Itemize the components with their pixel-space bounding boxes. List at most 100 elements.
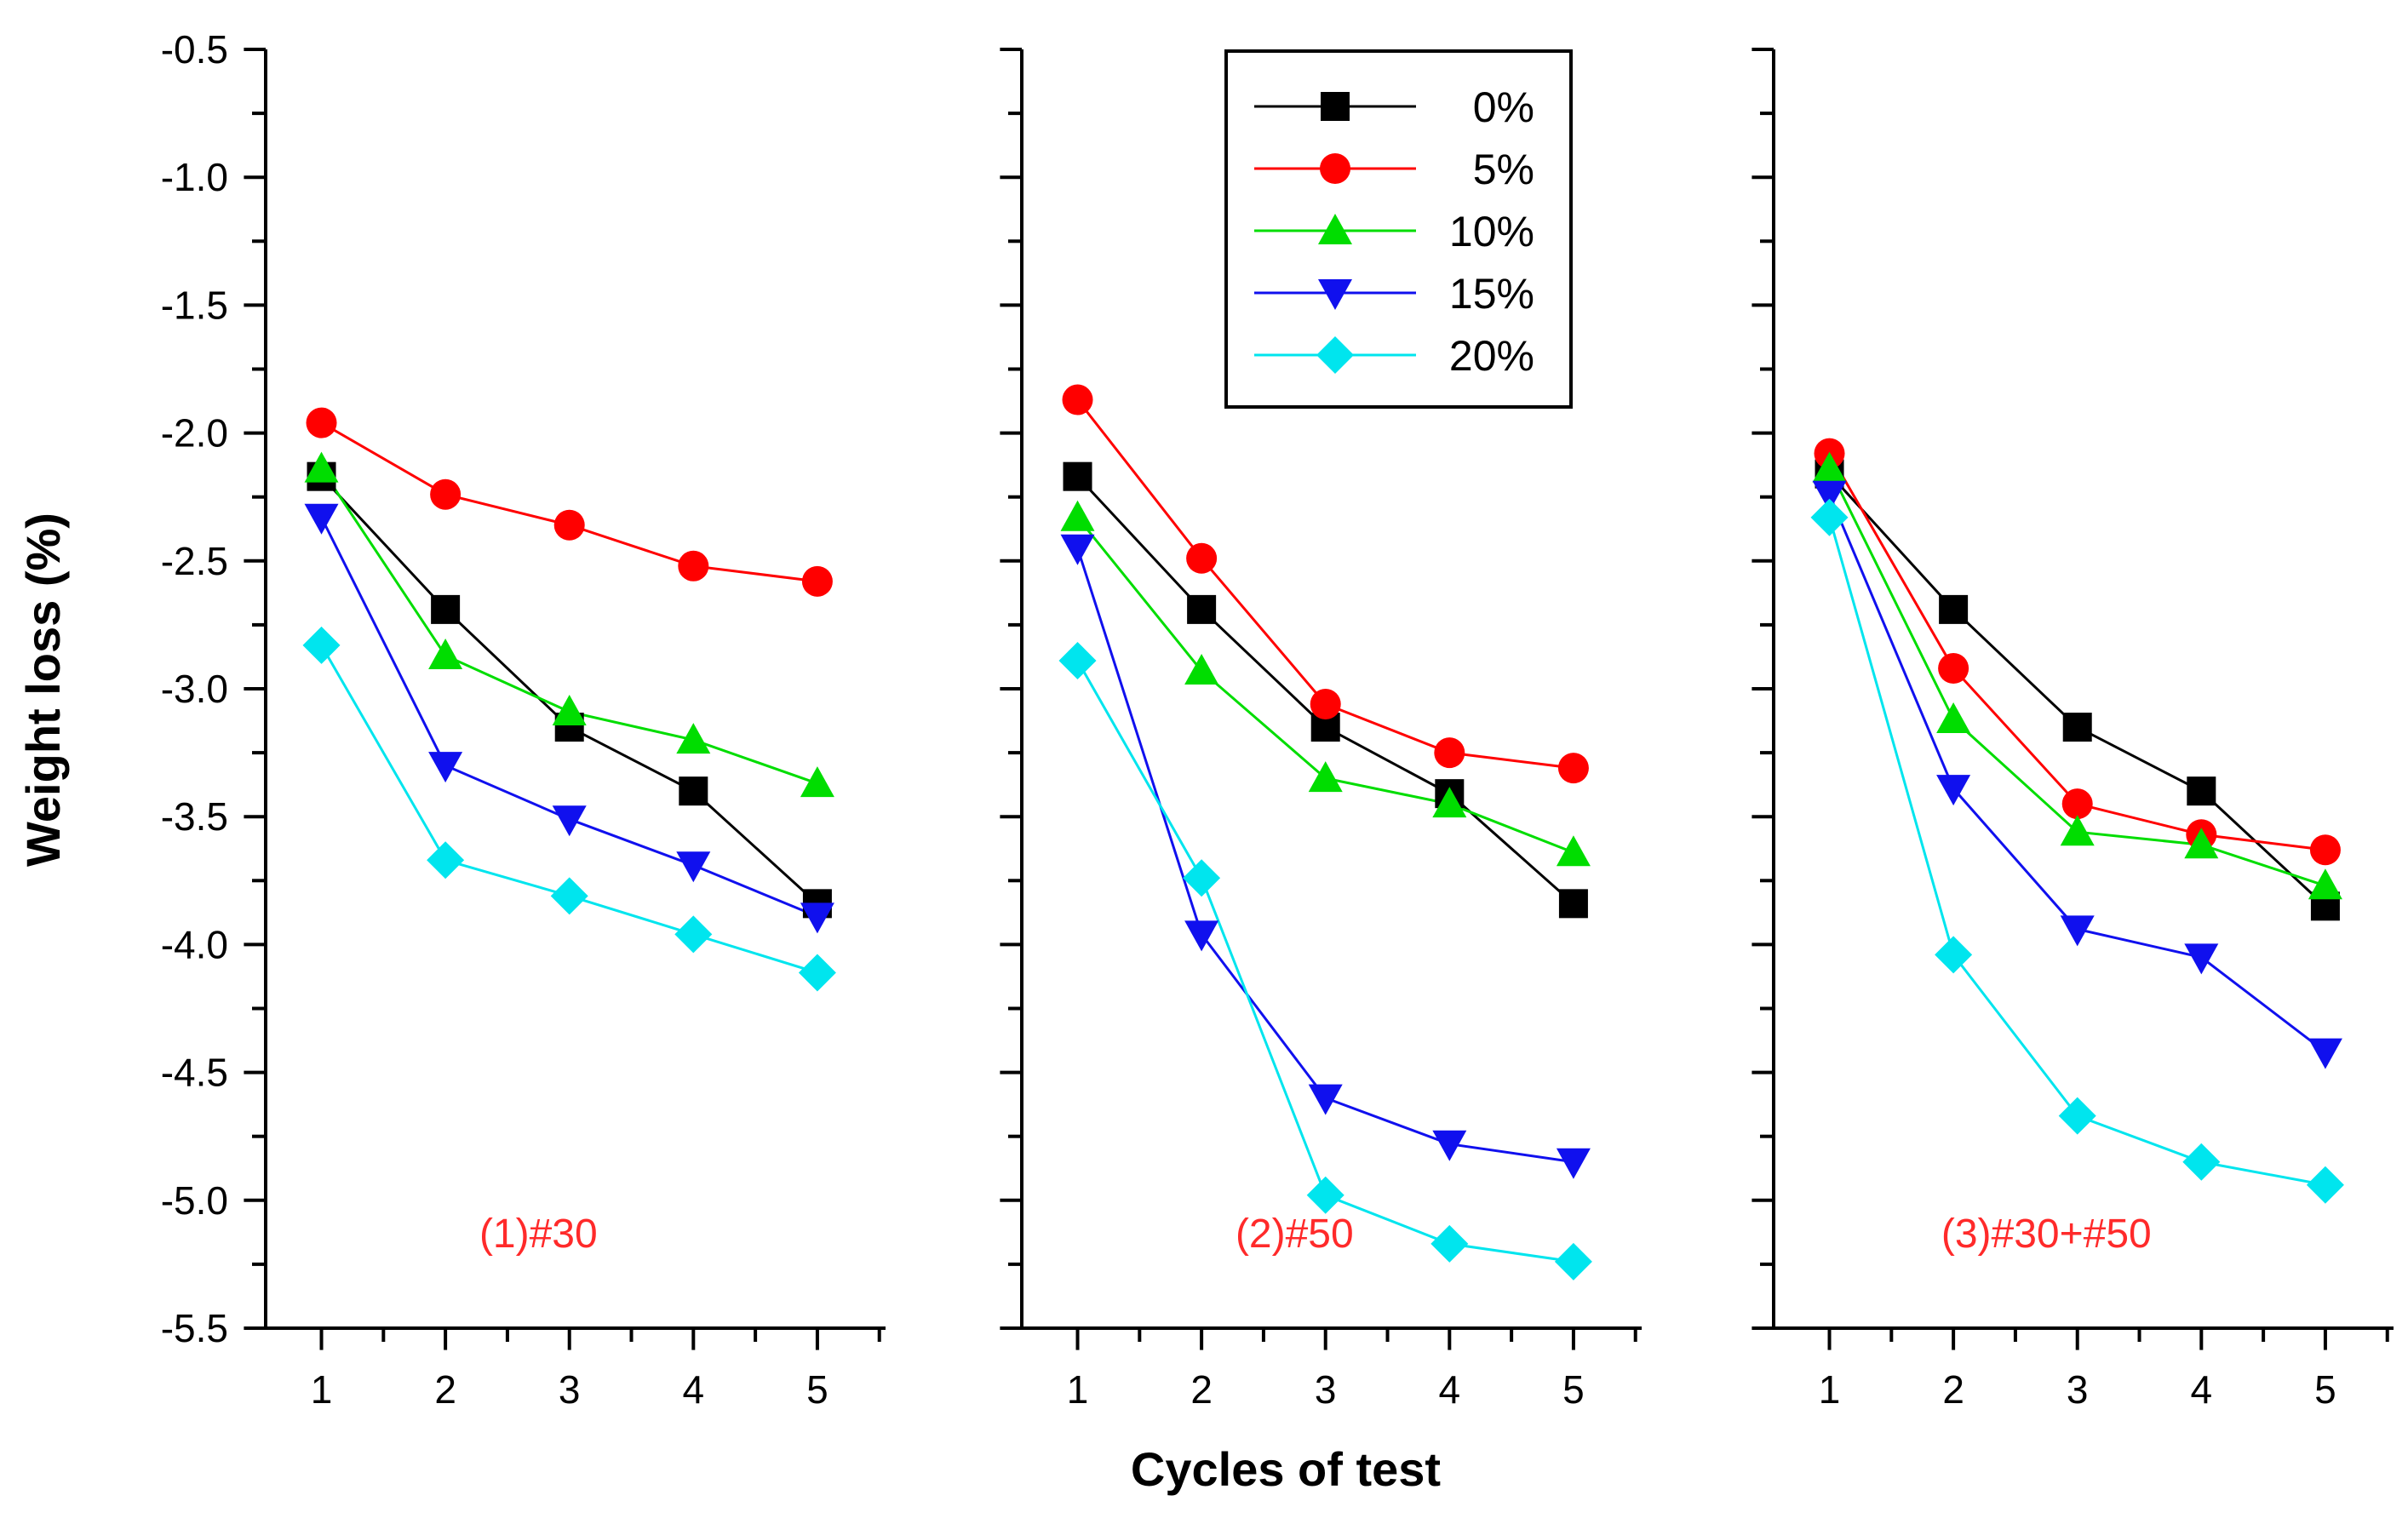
x-tick-label: 5 — [2314, 1367, 2336, 1412]
x-tick-label: 2 — [1942, 1367, 1964, 1412]
data-point-10pct — [2060, 815, 2095, 846]
data-point-5pct — [1310, 689, 1341, 720]
data-point-20pct — [1554, 1242, 1592, 1281]
legend-box — [1224, 49, 1573, 409]
data-point-20pct — [798, 954, 836, 992]
y-axis-title: Weight loss (%) — [16, 513, 70, 867]
data-point-10pct — [1812, 451, 1847, 483]
data-point-15pct — [1812, 480, 1847, 512]
x-tick-label: 1 — [1067, 1367, 1089, 1412]
data-point-10pct — [1060, 500, 1095, 531]
data-point-15pct — [1556, 1148, 1591, 1179]
data-point-10pct — [800, 766, 834, 798]
data-point-10pct — [1936, 702, 1971, 734]
series-line-15pct — [1076, 547, 1574, 1164]
legend-label: 20% — [1449, 332, 1534, 380]
data-point-15pct — [800, 902, 834, 934]
data-point-10pct — [1184, 653, 1219, 685]
data-point-5pct — [678, 550, 709, 582]
panel-3: 1 2 3 4 5 (3)#30+#50 — [1752, 48, 2394, 1412]
data-point-15pct — [1432, 1130, 1467, 1161]
x-tick-label: 2 — [434, 1367, 456, 1412]
data-point-20pct — [1058, 641, 1097, 679]
data-point-0pct — [2062, 713, 2092, 742]
data-point-5pct — [2309, 834, 2341, 866]
panel-2: 1 2 3 4 5 (2)#50 — [1000, 48, 1642, 1412]
data-point-20pct — [302, 626, 341, 664]
series-line-0pct — [320, 475, 818, 905]
data-point-0pct — [1063, 461, 1092, 491]
legend-label: 10% — [1449, 208, 1534, 255]
data-point-15pct — [552, 805, 587, 837]
data-point-15pct — [2184, 943, 2219, 975]
legend-marker — [1320, 153, 1350, 184]
panels-layer: -0.5 -1.0 -1.5 -2.0 -2.5 -3.0 -3.5 -4.0 -4.5 -5.0… — [161, 27, 2394, 1412]
data-point-20pct — [550, 877, 588, 915]
data-point-5pct — [1938, 652, 1969, 684]
data-point-10pct — [2184, 828, 2219, 859]
panel-label: (3)#30+#50 — [1941, 1212, 2152, 1257]
data-point-5pct — [430, 478, 462, 510]
data-point-15pct — [428, 752, 463, 783]
data-point-15pct — [2060, 915, 2095, 947]
data-point-5pct — [1186, 542, 1218, 574]
data-point-15pct — [676, 851, 711, 883]
data-point-20pct — [2306, 1166, 2344, 1204]
y-tick-label: -3.0 — [161, 667, 228, 711]
x-tick-label: 4 — [1439, 1367, 1461, 1412]
data-point-15pct — [1308, 1084, 1343, 1115]
data-point-20pct — [2182, 1143, 2221, 1181]
legend-label: 5% — [1473, 146, 1534, 193]
legend-label: 15% — [1449, 270, 1534, 318]
panel-1: -0.5 -1.0 -1.5 -2.0 -2.5 -3.0 -3.5 -4.0 -4.5 -5.0… — [161, 27, 886, 1412]
data-point-10pct — [1556, 835, 1591, 867]
data-point-5pct — [1434, 737, 1465, 769]
panel-label: (2)#50 — [1236, 1212, 1354, 1257]
data-point-20pct — [2058, 1097, 2096, 1135]
data-point-20pct — [1430, 1224, 1469, 1263]
x-tick-label: 3 — [1315, 1367, 1337, 1412]
data-point-20pct — [1183, 859, 1221, 897]
legend-marker — [1321, 92, 1350, 121]
x-tick-label: 5 — [806, 1367, 828, 1412]
data-point-0pct — [679, 776, 708, 806]
data-point-0pct — [1558, 889, 1588, 919]
x-tick-label: 2 — [1190, 1367, 1213, 1412]
y-tick-label: -2.5 — [161, 539, 228, 583]
data-point-20pct — [674, 915, 713, 954]
x-tick-label: 1 — [1819, 1367, 1841, 1412]
y-tick-label: -5.0 — [161, 1178, 228, 1223]
data-point-0pct — [1939, 594, 1969, 624]
data-point-10pct — [1432, 787, 1467, 818]
data-point-15pct — [1936, 775, 1971, 806]
data-point-5pct — [553, 509, 585, 541]
x-tick-label: 4 — [2191, 1367, 2213, 1412]
y-tick-label: -3.5 — [161, 794, 228, 839]
y-tick-label: -1.5 — [161, 283, 228, 327]
data-point-10pct — [1308, 761, 1343, 793]
legend-marker — [1318, 214, 1352, 244]
data-point-0pct — [431, 594, 461, 624]
y-tick-label: -4.5 — [161, 1051, 228, 1095]
series-line-20pct — [1076, 660, 1574, 1263]
data-point-10pct — [2308, 868, 2342, 900]
y-tick-label: -4.0 — [161, 922, 228, 966]
x-axis-title: Cycles of test — [1131, 1442, 1441, 1496]
data-point-5pct — [801, 565, 833, 597]
data-point-5pct — [1557, 753, 1589, 784]
data-point-0pct — [2187, 776, 2216, 806]
x-tick-label: 4 — [683, 1367, 705, 1412]
x-tick-label: 3 — [2067, 1367, 2089, 1412]
legend-marker — [1316, 336, 1354, 374]
y-tick-label: -5.5 — [161, 1306, 228, 1350]
data-point-10pct — [304, 451, 339, 483]
series-line-10pct — [1076, 516, 1574, 854]
data-point-20pct — [1935, 936, 1973, 974]
data-point-15pct — [1184, 920, 1219, 952]
data-point-15pct — [2308, 1038, 2342, 1069]
data-point-5pct — [1062, 384, 1093, 415]
legend-label: 0% — [1473, 83, 1534, 131]
legend: 0% 5% 10% 15% 20% — [1224, 49, 1573, 409]
series-line-15pct — [1828, 494, 2326, 1053]
